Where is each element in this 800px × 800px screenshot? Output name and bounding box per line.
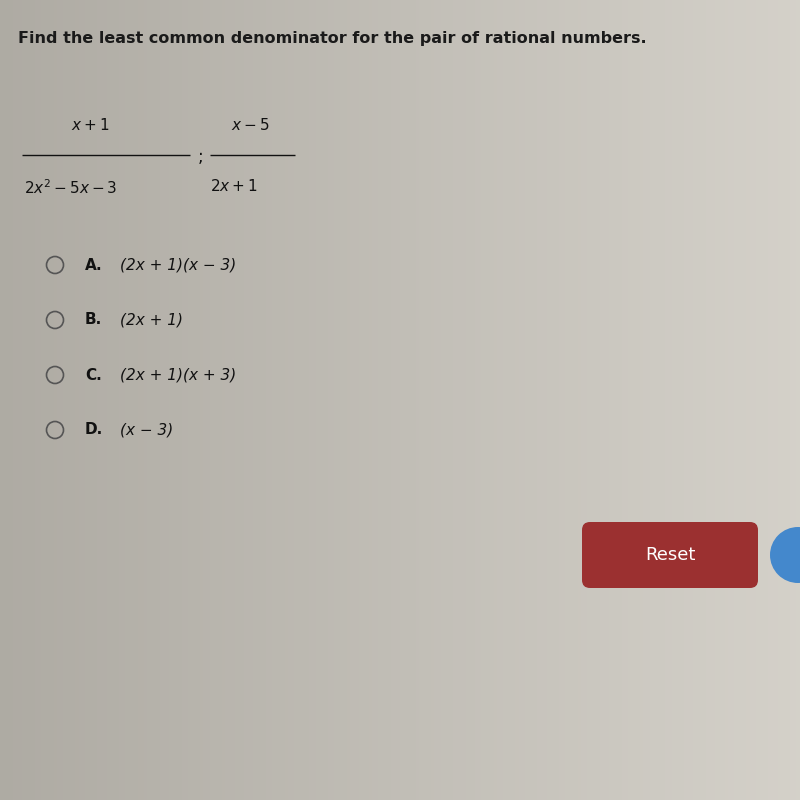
Text: $2x+1$: $2x+1$ bbox=[210, 178, 258, 194]
Text: B.: B. bbox=[85, 313, 102, 327]
Text: (2x + 1)(x + 3): (2x + 1)(x + 3) bbox=[120, 367, 236, 382]
Text: $x+1$: $x+1$ bbox=[71, 117, 109, 133]
Text: C.: C. bbox=[85, 367, 102, 382]
Text: D.: D. bbox=[85, 422, 103, 438]
Text: ;: ; bbox=[198, 148, 204, 166]
Text: Reset: Reset bbox=[645, 546, 695, 564]
Text: (x − 3): (x − 3) bbox=[120, 422, 174, 438]
Text: (2x + 1): (2x + 1) bbox=[120, 313, 183, 327]
Circle shape bbox=[770, 527, 800, 583]
Text: $2x^2-5x-3$: $2x^2-5x-3$ bbox=[24, 178, 118, 197]
Text: $x-5$: $x-5$ bbox=[230, 117, 270, 133]
Text: Find the least common denominator for the pair of rational numbers.: Find the least common denominator for th… bbox=[18, 30, 646, 46]
Text: (2x + 1)(x − 3): (2x + 1)(x − 3) bbox=[120, 258, 236, 273]
Text: A.: A. bbox=[85, 258, 102, 273]
FancyBboxPatch shape bbox=[582, 522, 758, 588]
